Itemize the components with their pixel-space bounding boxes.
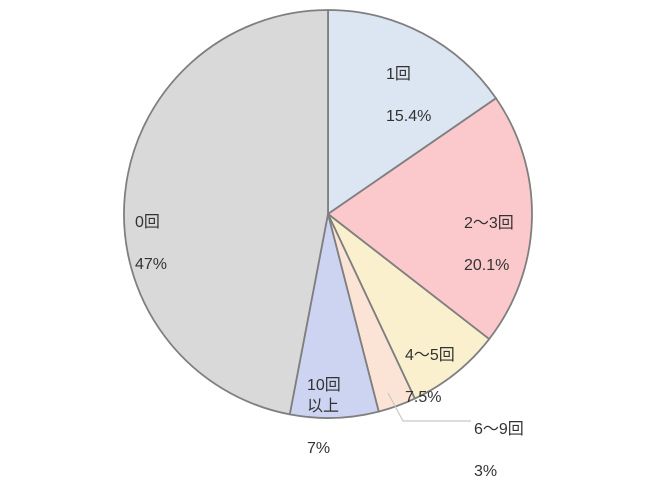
slice-value: 20.1% [464, 257, 510, 274]
slice-label-2-3kai: 2～3回 20.1% [464, 192, 514, 297]
pie-slice-5 [123, 9, 329, 416]
slice-label-6-9kai: 6～9回 3% [474, 398, 524, 503]
slice-value: 47% [135, 256, 168, 273]
slice-name: 6～9回 [474, 421, 524, 438]
slice-label-1kai: 1回 15.4% [386, 43, 431, 148]
slice-name: 0回 [135, 214, 160, 231]
pie-chart: 1回 15.4% 2～3回 20.1% 4～5回 7.5% 6～9回 3% 10… [123, 9, 533, 480]
pie-slice-0 [327, 9, 497, 215]
pie-slice-1 [327, 97, 533, 340]
slice-name: 1回 [386, 66, 411, 83]
leader-line-6-9-icon [387, 392, 471, 422]
slice-label-10kai-ijou: 10回 以上 7% [307, 354, 341, 480]
slice-name: 4～5回 [405, 347, 455, 364]
slice-label-4-5kai: 4～5回 7.5% [405, 324, 455, 429]
slice-name: 10回 以上 [307, 377, 341, 415]
slice-value: 7% [307, 440, 331, 457]
slice-label-0kai: 0回 47% [135, 191, 167, 296]
pie-slice-2 [327, 213, 491, 400]
pie-slices [123, 9, 533, 419]
slice-value: 7.5% [405, 389, 442, 406]
slice-value: 3% [474, 463, 498, 480]
pie-chart-canvas [123, 9, 533, 422]
slice-name: 2～3回 [464, 215, 514, 232]
slice-value: 15.4% [386, 108, 432, 125]
